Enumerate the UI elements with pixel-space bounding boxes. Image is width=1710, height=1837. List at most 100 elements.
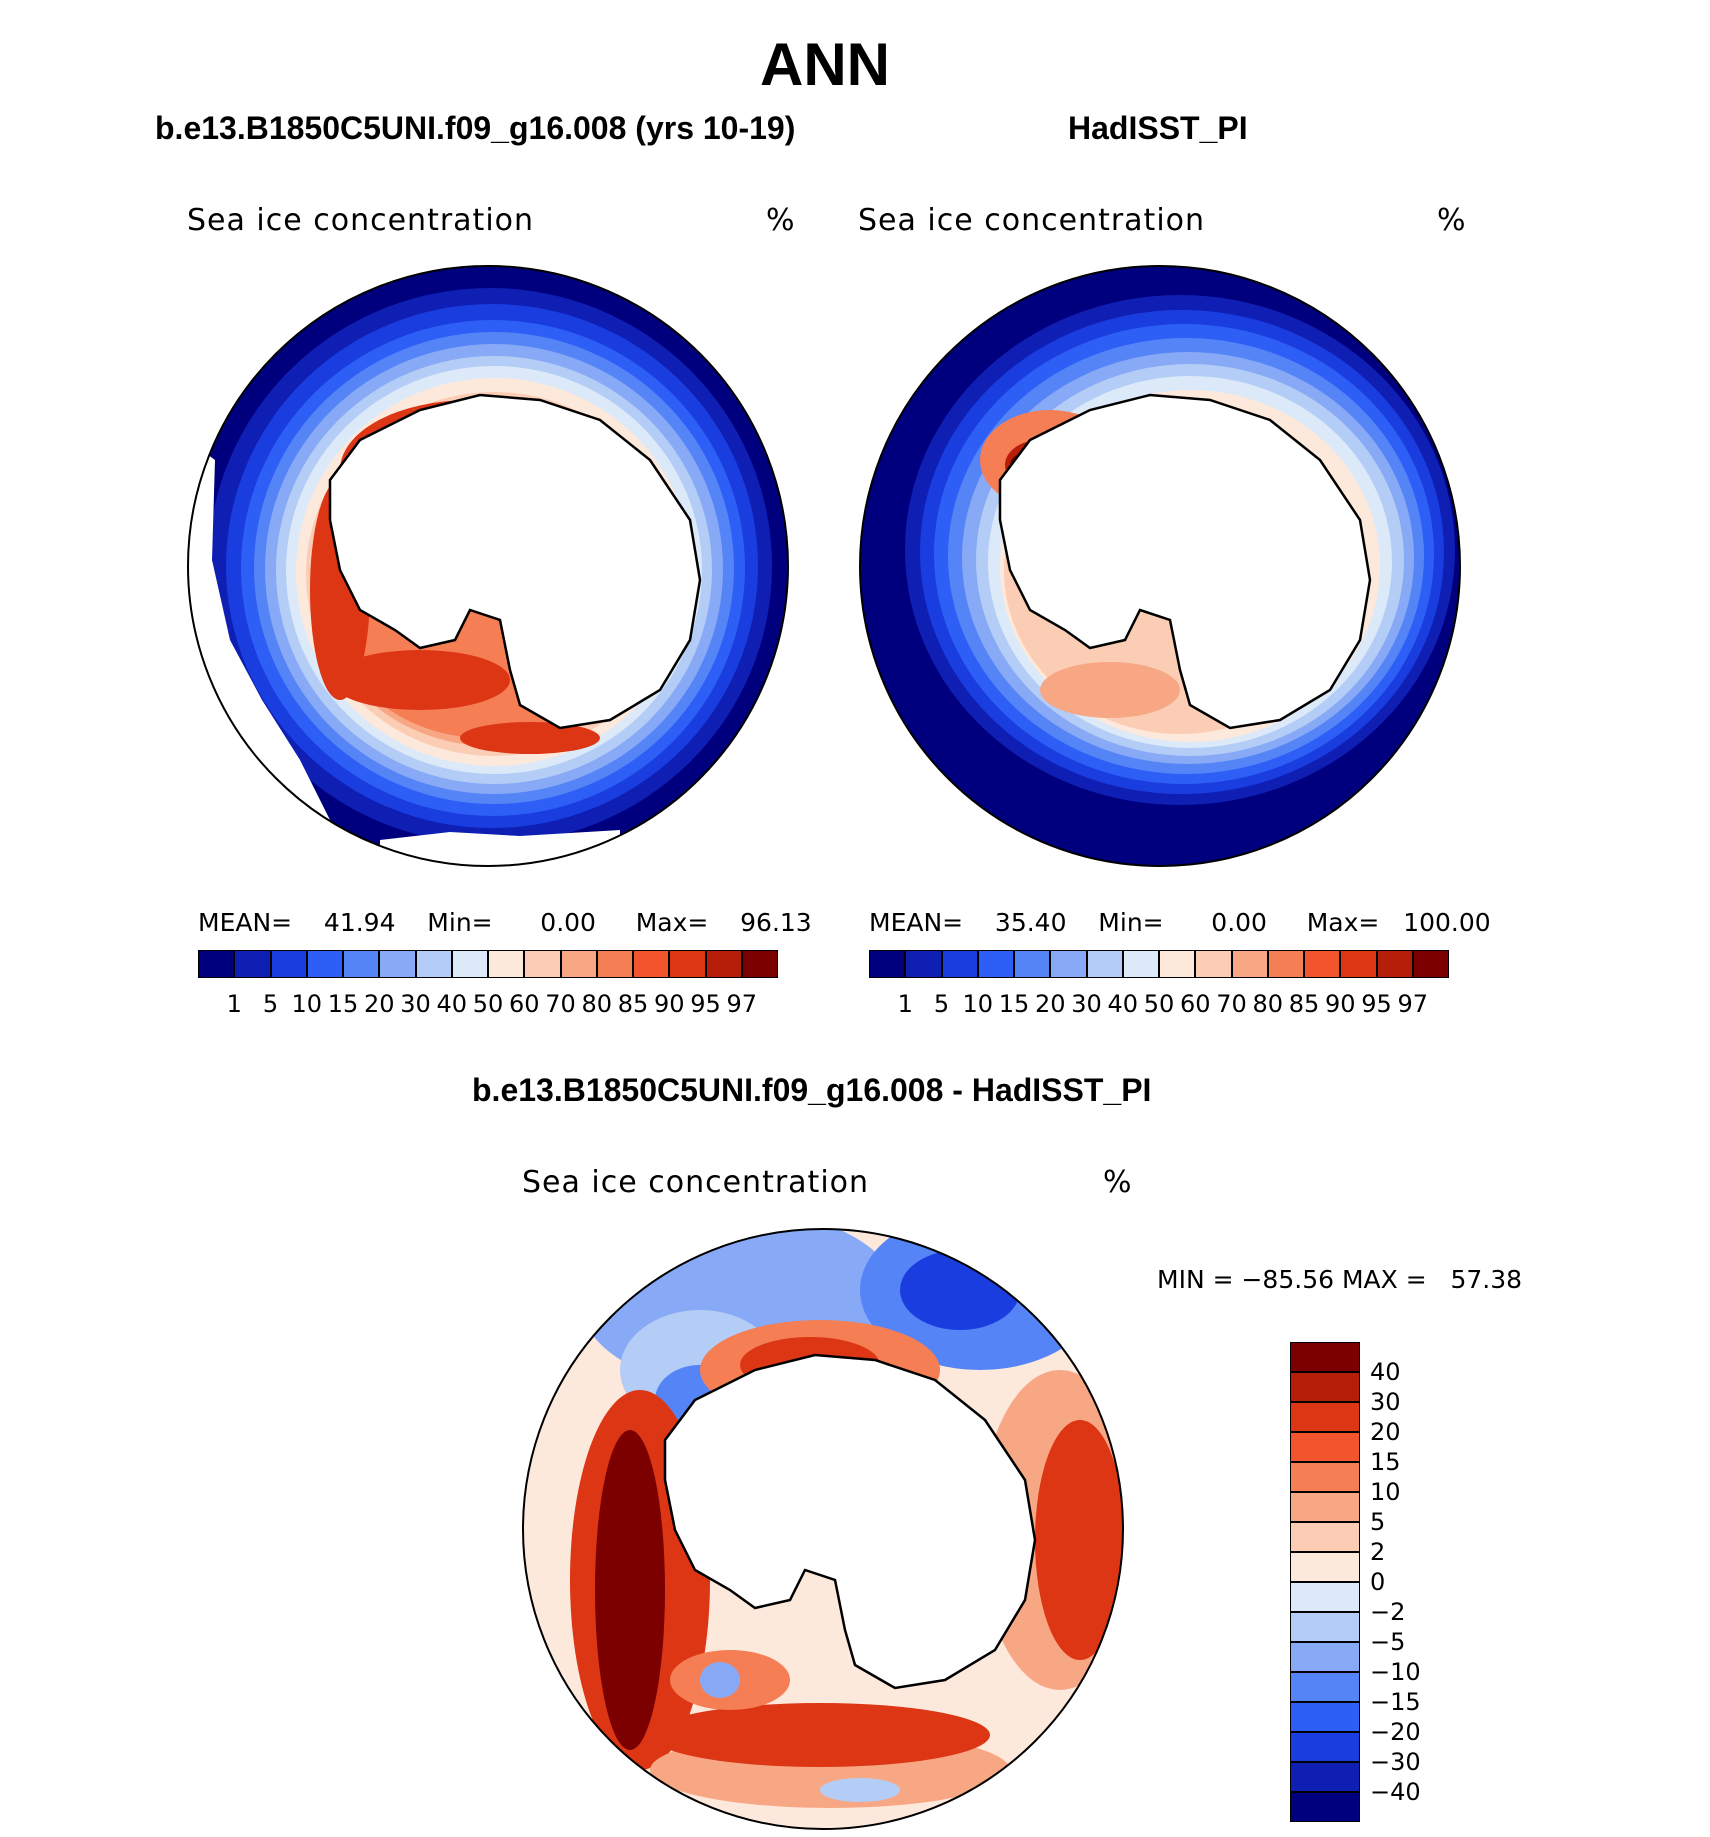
panel-1-colorbar (198, 950, 778, 980)
panel-1-colorbar-tick-label: 95 (690, 990, 721, 1018)
panel-2-min: 0.00 (1211, 908, 1267, 937)
panel-2-colorbar-swatch (1340, 950, 1377, 978)
diff-colorbar-swatch (1290, 1582, 1360, 1612)
panel-1-colorbar-swatch (633, 950, 670, 978)
panel-2-colorbar-swatch (905, 950, 942, 978)
diff-colorbar-swatch (1290, 1552, 1360, 1582)
diff-colorbar-tick-label: 40 (1370, 1358, 1401, 1386)
panel-2-max: 100.00 (1403, 908, 1491, 937)
panel-2-colorbar-swatch (1122, 950, 1159, 978)
panel-2-colorbar-tick-label: 1 (897, 990, 913, 1018)
panel-1-colorbar-tick-label: 10 (291, 990, 323, 1018)
panel-1-colorbar-swatch (741, 950, 778, 978)
diff-colorbar-swatch (1290, 1342, 1360, 1372)
panel-1-colorbar-swatch (379, 950, 416, 978)
panel-1-colorbar-tick-label: 40 (436, 990, 468, 1018)
panel-1-mean: 41.94 (323, 908, 396, 937)
diff-colorbar (1290, 1342, 1360, 1822)
panel-2-colorbar (869, 950, 1449, 980)
panel-1-colorbar-swatch (343, 950, 380, 978)
panel-1-colorbar-tick-label: 60 (508, 990, 540, 1018)
panel-2-colorbar-tick-label: 40 (1107, 990, 1139, 1018)
panel-1-colorbar-swatch (705, 950, 742, 978)
panel-2-colorbar-tick-label: 10 (962, 990, 994, 1018)
panel-1-min: 0.00 (540, 908, 596, 937)
diff-colorbar-tick-label: 0 (1370, 1568, 1386, 1596)
panel-1-colorbar-tick-label: 70 (545, 990, 576, 1018)
figure-title: ANN (760, 31, 890, 98)
panel-2-mean: 35.40 (994, 908, 1067, 937)
diff-colorbar-swatch (1290, 1792, 1360, 1822)
diff-colorbar-tick-label: 30 (1370, 1388, 1401, 1416)
panel-1-colorbar-tick-label: 80 (581, 990, 613, 1018)
panel-2-colorbar-swatch (1014, 950, 1051, 978)
panel-1-colorbar-swatch (270, 950, 307, 978)
panel-1-colorbar-swatch (596, 950, 633, 978)
panel-1-colorbar-tick-label: 97 (726, 990, 758, 1018)
panel-1-colorbar-swatch (669, 950, 706, 978)
panel-1-colorbar-tick-label: 30 (400, 990, 431, 1018)
panel-2-colorbar-tick-label: 97 (1397, 990, 1429, 1018)
panel-1-colorbar-tick-label: 15 (327, 990, 359, 1018)
panel-2-colorbar-tick-label: 15 (998, 990, 1030, 1018)
diff-colorbar-swatch (1290, 1732, 1360, 1762)
diff-colorbar-tick-label: 5 (1370, 1508, 1386, 1536)
diff-colorbar-swatch (1290, 1432, 1360, 1462)
panel-2-colorbar-tick-label: 50 (1143, 990, 1175, 1018)
panel-1-variable-label: Sea ice concentration (187, 203, 535, 238)
panel-2-colorbar-swatch (1412, 950, 1449, 978)
panel-1-colorbar-ticks: 1 5 10 15 20 30 40 50 60 70 80 85 90 95 97 (198, 990, 778, 1020)
panel-2-min-label: Min= (1098, 908, 1164, 937)
diff-colorbar-swatch (1290, 1522, 1360, 1552)
panel-2-variable-label: Sea ice concentration (858, 203, 1206, 238)
panel-2-colorbar-swatch (1376, 950, 1413, 978)
diff-colorbar-tick-label: −20 (1370, 1718, 1421, 1746)
panel-1-max-label: Max= (635, 908, 709, 937)
panel-1-subtitle: b.e13.B1850C5UNI.f09_g16.008 (yrs 10-19) (155, 110, 796, 146)
panel-1-colorbar-tick-label: 50 (472, 990, 504, 1018)
panel-1-colorbar-swatch (234, 950, 271, 978)
diff-colorbar-ticks: 40 30 20 15 10 5 2 0 −2 −5 −10 −15 −20 −30 −40 (1370, 1342, 1450, 1822)
panel-2-colorbar-swatch (1159, 950, 1196, 978)
diff-colorbar-swatch (1290, 1702, 1360, 1732)
panel-2-colorbar-swatch (941, 950, 978, 978)
panel-2-colorbar-ticks: 1 5 10 15 20 30 40 50 60 70 80 85 90 95 97 (869, 990, 1449, 1020)
diff-colorbar-swatch (1290, 1672, 1360, 1702)
panel-1-colorbar-swatch (415, 950, 452, 978)
panel-1-colorbar-swatch (451, 950, 488, 978)
diff-colorbar-tick-label: −15 (1370, 1688, 1421, 1716)
panel-2-units: % (1437, 203, 1467, 238)
diff-colorbar-swatch (1290, 1612, 1360, 1642)
panel-1-colorbar-tick-label: 20 (363, 990, 395, 1018)
panel-2-stats: MEAN= 35.40 Min= 0.00 Max= 100.00 (869, 908, 1491, 937)
panel-2-colorbar-swatch (1086, 950, 1123, 978)
diff-colorbar-tick-label: 15 (1370, 1448, 1401, 1476)
panel-1-colorbar-swatch (488, 950, 525, 978)
panel-2-colorbar-tick-label: 20 (1034, 990, 1066, 1018)
panel-2-colorbar-tick-label: 70 (1216, 990, 1247, 1018)
diff-subtitle: b.e13.B1850C5UNI.f09_g16.008 - HadISST_P… (472, 1072, 1152, 1108)
panel-2-colorbar-tick-label: 90 (1324, 990, 1356, 1018)
diff-colorbar-tick-label: −2 (1370, 1598, 1406, 1626)
diff-colorbar-tick-label: −10 (1370, 1658, 1421, 1686)
diff-colorbar-tick-label: −5 (1370, 1628, 1406, 1656)
panel-2-colorbar-swatch (1231, 950, 1268, 978)
diff-colorbar-tick-label: −40 (1370, 1778, 1421, 1806)
panel-2-colorbar-tick-label: 95 (1361, 990, 1392, 1018)
panel-2-colorbar-swatch (1267, 950, 1304, 978)
panel-1-colorbar-swatch (198, 950, 235, 978)
diff-colorbar-swatch (1290, 1462, 1360, 1492)
diff-colorbar-tick-label: −30 (1370, 1748, 1421, 1776)
panel-1-colorbar-tick-label: 90 (653, 990, 685, 1018)
panel-1-min-label: Min= (427, 908, 493, 937)
panel-2-max-label: Max= (1306, 908, 1380, 937)
panel-1-colorbar-tick-label: 1 (226, 990, 242, 1018)
panel-2-colorbar-tick-label: 60 (1179, 990, 1211, 1018)
panel-2-colorbar-tick-label: 30 (1071, 990, 1102, 1018)
panel-1-colorbar-swatch (524, 950, 561, 978)
panel-2-mean-label: MEAN= (869, 908, 964, 937)
diff-stats: MIN = −85.56 MAX = 57.38 (1157, 1265, 1523, 1294)
